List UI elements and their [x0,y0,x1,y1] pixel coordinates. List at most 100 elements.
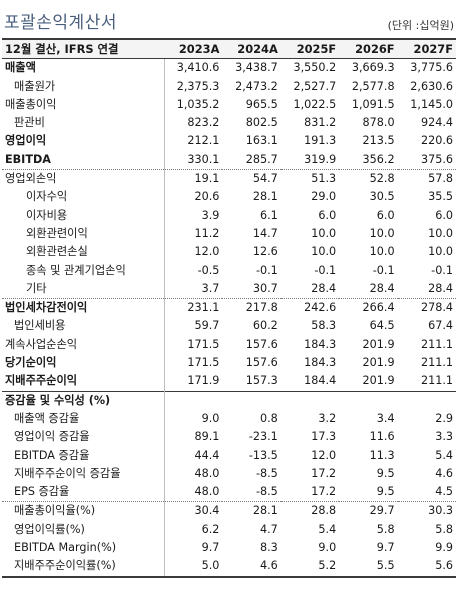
row-value: 30.3 [397,501,456,521]
row-label: 매출액 [2,58,165,78]
row-label: 영업이익률(%) [2,520,165,540]
income-statement-table: 12월 결산, IFRS 연결 2023A 2024A 2025F 2026F … [2,38,456,578]
row-value: 171.5 [187,356,220,370]
row-label: 이자수익 [2,188,165,207]
table-row: 영업이익 증감율 89.1 -23.1 17.3 11.6 3.3 [2,428,456,447]
row-value: 10.0 [369,245,395,259]
row-value: 5.0 [164,557,223,578]
row-label: 영업이익 증감율 [2,428,165,447]
row-value [397,390,456,410]
row-value: -8.5 [255,485,278,499]
table-row: 종속 및 관계기업손익 -0.5 -0.1 -0.1 -0.1 -0.1 [2,261,456,280]
row-value: 3.3 [435,430,453,444]
row-value: 4.6 [222,557,281,578]
row-label: 매출원가 [2,77,165,96]
row-value: 29.7 [339,501,398,521]
row-value: 163.1 [245,134,278,148]
row-value: 9.5 [376,466,395,480]
row-value: 10.0 [369,226,395,240]
table-row: 외환관련이익 11.2 14.7 10.0 10.0 10.0 [2,224,456,244]
row-value: 157.6 [245,337,278,351]
row-value: 5.2 [280,557,340,578]
row-value: 28.4 [428,281,453,295]
row-value: 211.1 [420,337,453,351]
row-value: 48.0 [194,485,220,499]
row-value: 201.9 [362,356,395,370]
row-label: 판관비 [2,114,165,133]
row-value: 9.5 [376,485,395,499]
table-row: EBITDA 증감율 44.4 -13.5 12.0 11.3 5.4 [2,446,456,465]
row-value: 3.7 [201,281,220,295]
row-value: 60.2 [252,319,278,333]
row-value: 201.9 [362,374,395,388]
row-value: 59.7 [194,319,220,333]
header-year: 2027F [397,38,456,60]
row-label: EPS 증감율 [2,483,165,502]
row-value: 2,375.3 [176,79,220,93]
row-value: 878.0 [362,116,395,130]
table-row: 매출원가 2,375.3 2,473.2 2,527.7 2,577.8 2,6… [2,77,456,96]
row-value: 3.9 [201,208,220,222]
row-value: 2,527.7 [293,79,337,93]
row-value: 157.6 [245,356,278,370]
row-value: 2,630.6 [410,79,453,93]
row-value: 278.4 [397,298,456,318]
row-value: -0.1 [314,263,337,277]
row-value: 5.5 [339,557,398,578]
row-value: 171.9 [187,374,220,388]
section-header-row: 증감율 및 수익성 (%) [2,390,456,410]
row-value: 3,410.6 [176,61,220,75]
table-row: 지배주주순이익 171.9 157.3 184.4 201.9 211.1 [2,372,456,392]
table-row: 외환관련손실 12.0 12.6 10.0 10.0 10.0 [2,243,456,262]
row-value: 802.5 [245,116,278,130]
row-value: 184.3 [304,337,337,351]
row-value: -13.5 [248,448,278,462]
row-value: 10.0 [311,245,337,259]
table-row: 기타 3.7 30.7 28.4 28.4 28.4 [2,279,456,299]
row-value: 213.5 [362,134,395,148]
row-value: 231.1 [164,298,223,318]
row-value: 9.9 [435,541,453,555]
row-value: 30.5 [369,190,395,204]
row-value: 6.0 [435,208,453,222]
row-value: 184.3 [304,356,337,370]
row-label: 지배주주순이익 [2,372,165,392]
row-value: -0.1 [255,263,278,277]
row-value: 184.4 [304,374,337,388]
row-label: 매출총이익 [2,95,165,115]
row-value: 375.6 [420,152,453,166]
row-value: 28.4 [311,281,337,295]
page-title: 포괄손익계산서 [4,13,117,33]
row-value: 54.7 [222,169,281,189]
table-row: 판관비 823.2 802.5 831.2 878.0 924.4 [2,114,456,133]
table-row: EPS 증감율 48.0 -8.5 17.2 9.5 4.5 [2,483,456,502]
row-value: -0.5 [197,263,220,277]
row-value: 220.6 [420,134,453,148]
row-value: 3.2 [318,411,337,425]
row-value: -0.1 [372,263,395,277]
row-value: 12.0 [194,245,220,259]
row-value: 924.4 [420,116,453,130]
table-row: 지배주주순이익 증감율 48.0 -8.5 17.2 9.5 4.6 [2,464,456,484]
row-value: -8.5 [255,466,278,480]
row-value: 211.1 [420,356,453,370]
row-label: 법인세차감전이익 [2,298,165,318]
row-value: 1,091.5 [351,97,395,111]
header-year: 2025F [280,38,340,60]
row-value: 3,438.7 [235,61,278,75]
row-value: 4.7 [260,522,278,536]
row-value: 5.8 [435,522,453,536]
table-row: 당기순이익 171.5 157.6 184.3 201.9 211.1 [2,354,456,373]
row-label: 이자비용 [2,206,165,225]
row-value: 28.1 [222,501,281,521]
row-value: 17.3 [311,430,337,444]
row-label: 외환관련이익 [2,224,165,244]
table-row: 매출액 3,410.6 3,438.7 3,550.2 3,669.3 3,77… [2,58,456,78]
title-row: 포괄손익계산서 (단위 :십억원) [2,0,456,38]
row-value: 2,577.8 [351,79,395,93]
table-row: 법인세차감전이익 231.1 217.8 242.6 266.4 278.4 [2,298,456,318]
table-row: 영업외손익 19.1 54.7 51.3 52.8 57.8 [2,169,456,189]
row-value: 5.6 [397,557,456,578]
table-row: 영업이익률(%) 6.2 4.7 5.4 5.8 5.8 [2,520,456,540]
